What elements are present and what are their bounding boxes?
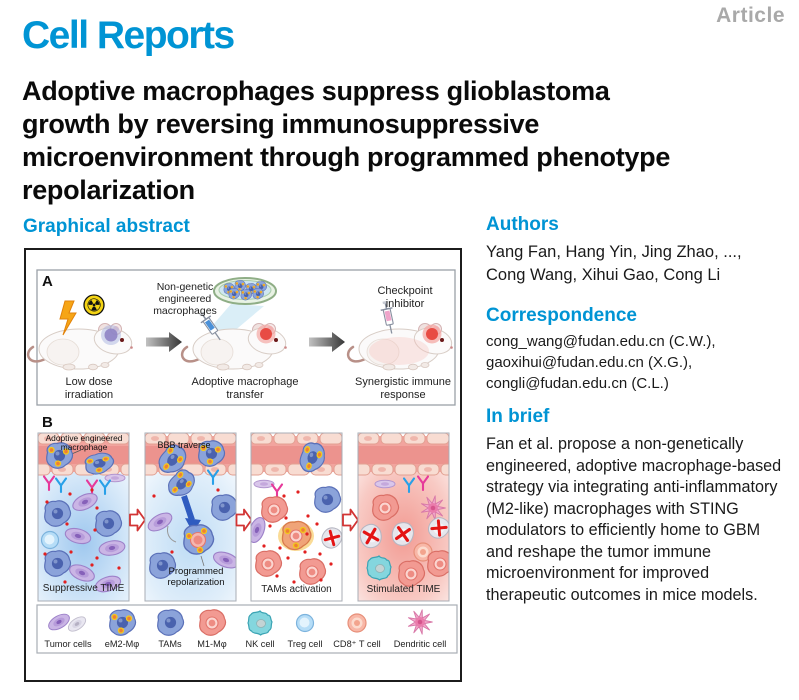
- authors-heading: Authors: [486, 214, 559, 235]
- graphical-abstract-heading: Graphical abstract: [23, 216, 190, 237]
- graphical-abstract-art: ☢: [26, 269, 458, 654]
- checkpoint-inhibitor-label: Checkpoint inhibitor: [377, 285, 433, 310]
- open-arrow-icon: [235, 508, 253, 532]
- panel-tams-activation: [250, 432, 343, 602]
- correspondence-emails: cong_wang@fudan.edu.cn (C.W.), gaoxihui@…: [486, 331, 786, 394]
- stimulated-time-caption: Stimulated TIME: [366, 584, 441, 595]
- repolarization-annotation: Programmed repolarization: [167, 566, 225, 588]
- panel-a-label: A: [42, 273, 53, 290]
- correspondence-email[interactable]: gaoxihui@fudan.edu.cn (X.G.),: [486, 354, 693, 371]
- authors-names: Yang Fan, Hang Yin, Jing Zhao, ..., Cong…: [486, 241, 786, 287]
- dish-label: Non-genetic engineered macrophages: [153, 281, 217, 318]
- legend-label-m1: M1-Mφ: [197, 639, 227, 649]
- syringe-icon: [199, 311, 221, 341]
- adoptive-macrophage-annotation: Adoptive engineered macrophage: [45, 433, 123, 453]
- legend-label-treg: Treg cell: [287, 639, 323, 649]
- panel-repolarization: [144, 432, 237, 602]
- graphical-abstract-figure: ☢: [24, 248, 462, 682]
- step3-caption: Synergistic immune response: [355, 376, 451, 401]
- title-line: Adoptive macrophages suppress glioblasto…: [22, 76, 610, 106]
- panel-suppressive-time: [37, 432, 130, 602]
- step1-caption: Low dose irradiation: [64, 376, 114, 401]
- arrow-right-icon: [146, 332, 182, 352]
- suppressive-time-caption: Suppressive TIME: [42, 583, 125, 594]
- in-brief-text: Fan et al. propose a non-genetically eng…: [486, 435, 782, 604]
- radiation-icon: ☢: [83, 294, 105, 317]
- lightning-icon: [59, 300, 77, 336]
- title-line: microenvironment through programmed phen…: [22, 142, 671, 172]
- step2-caption: Adoptive macrophage transfer: [191, 376, 299, 401]
- title-line: growth by reversing immunosuppressive: [22, 109, 540, 139]
- correspondence-email[interactable]: cong_wang@fudan.edu.cn (C.W.),: [486, 333, 716, 350]
- open-arrow-icon: [129, 508, 146, 532]
- legend-label-tumor-cells: Tumor cells: [44, 639, 92, 649]
- legend-box: [36, 604, 458, 654]
- bbb-traverse-annotation: BBB traverse: [157, 440, 211, 450]
- correspondence-email[interactable]: congli@fudan.edu.cn (C.L.): [486, 375, 669, 392]
- panel-stimulated-time: [357, 432, 450, 602]
- repolarizing-cell: [183, 524, 215, 555]
- activated-macrophage: [281, 520, 312, 551]
- article-title: Adoptive macrophages suppress glioblasto…: [22, 75, 782, 207]
- petri-dish-icon: [213, 277, 277, 305]
- legend-label-cd8: CD8⁺ T cell: [333, 639, 381, 649]
- correspondence-heading: Correspondence: [486, 305, 637, 326]
- open-arrow-icon: [342, 508, 359, 532]
- legend-label-em2: eM2-Mφ: [104, 639, 140, 649]
- syringe-icon: [380, 300, 394, 334]
- mouse-transfer: [180, 311, 290, 372]
- legend-label-tams: TAMs: [158, 639, 182, 649]
- mouse-response: [346, 300, 456, 372]
- arrow-right-icon: [309, 332, 345, 352]
- tams-activation-caption: TAMs activation: [261, 584, 332, 595]
- authors-line: Yang Fan, Hang Yin, Jing Zhao, ...,: [486, 243, 742, 261]
- mouse-irradiation: ☢: [26, 294, 136, 372]
- legend-label-nk: NK cell: [245, 639, 275, 649]
- panel-b-label: B: [42, 414, 53, 431]
- cytokine-dots: [262, 490, 333, 584]
- legend-label-dendritic: Dendritic cell: [393, 639, 447, 649]
- authors-line: Cong Wang, Xihui Gao, Cong Li: [486, 266, 721, 284]
- title-line: repolarization: [22, 175, 195, 205]
- article-type-tag: Article: [716, 4, 785, 27]
- cytokine-dots: [43, 488, 121, 584]
- in-brief-heading: In brief: [486, 406, 550, 427]
- svg-text:☢: ☢: [86, 296, 102, 317]
- journal-logo: Cell Reports: [22, 14, 235, 57]
